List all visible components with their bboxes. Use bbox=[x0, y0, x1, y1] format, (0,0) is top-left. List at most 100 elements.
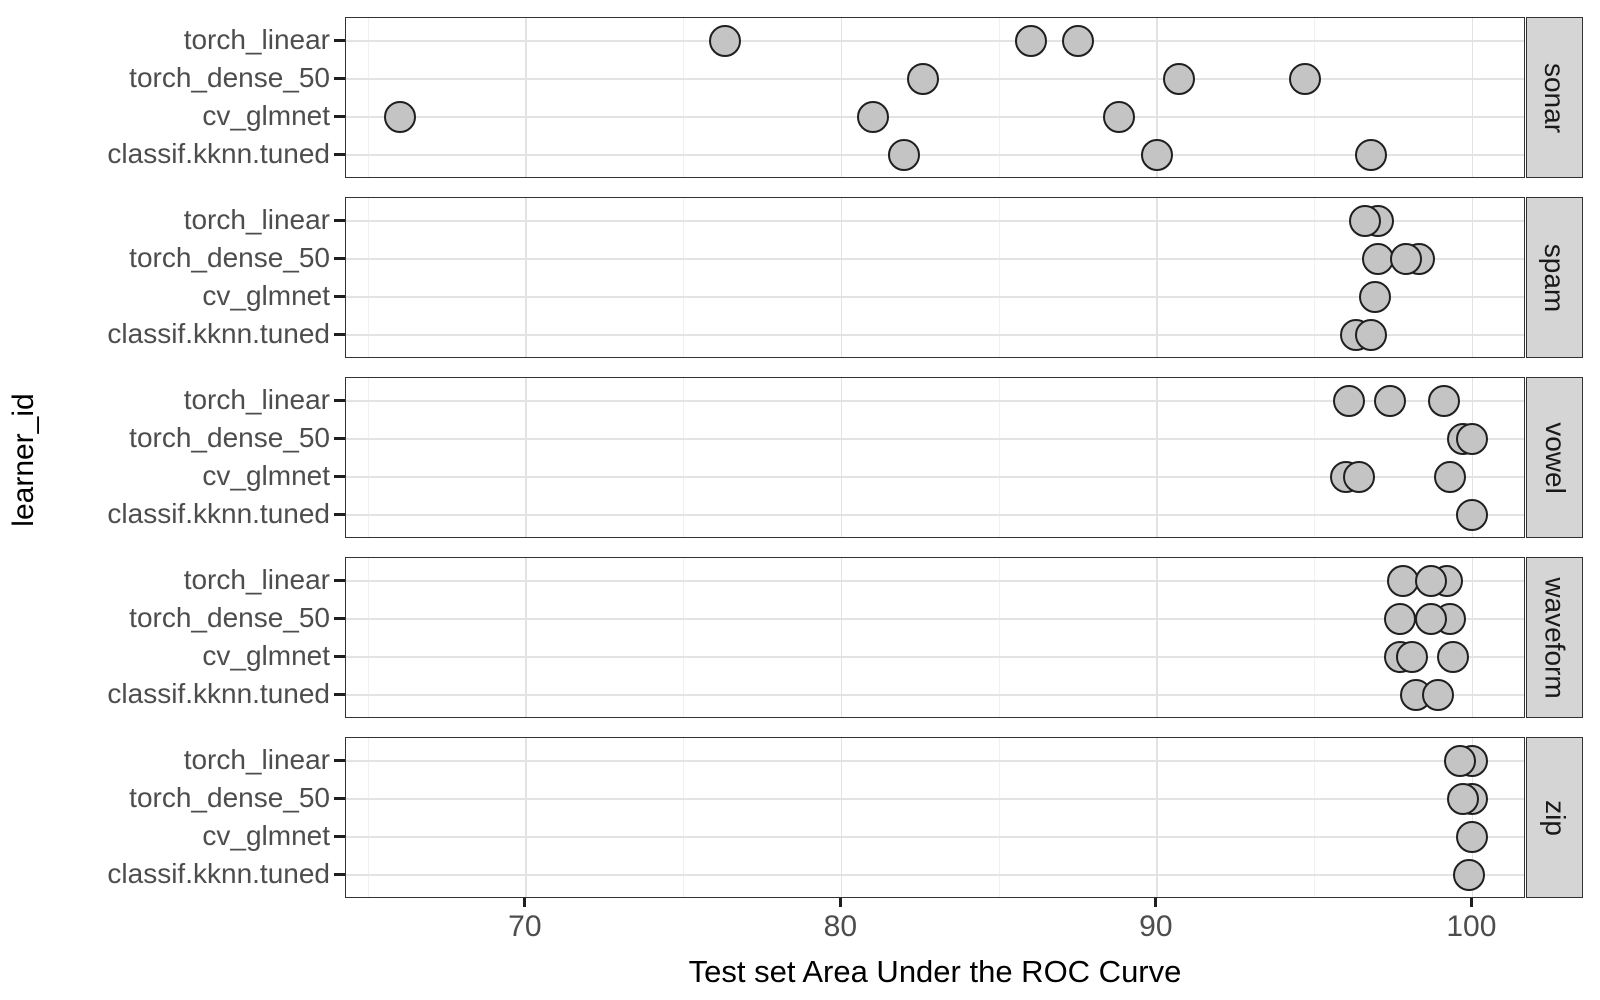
gridline-minor bbox=[683, 558, 685, 717]
gridline-major bbox=[525, 198, 527, 357]
y-tick-mark bbox=[334, 436, 345, 440]
y-tick-mark bbox=[334, 616, 345, 620]
data-point bbox=[1102, 101, 1135, 133]
y-tick-label: cv_glmnet bbox=[202, 640, 330, 671]
y-tick-mark bbox=[334, 872, 345, 876]
gridline-major bbox=[840, 558, 843, 717]
data-point bbox=[1349, 205, 1382, 237]
gridline-minor bbox=[1314, 198, 1316, 357]
gridline-major bbox=[525, 18, 527, 177]
gridline-row bbox=[346, 438, 1524, 440]
gridline-row bbox=[346, 476, 1524, 478]
gridline-row bbox=[346, 154, 1524, 156]
gridline-row bbox=[346, 836, 1524, 838]
data-point bbox=[1374, 385, 1407, 417]
gridline-major bbox=[1471, 198, 1474, 357]
data-point bbox=[1453, 859, 1486, 891]
facet-strip-label: sonar bbox=[1539, 62, 1571, 133]
x-tick-label: 70 bbox=[508, 910, 542, 943]
y-tick-mark bbox=[334, 294, 345, 298]
gridline-major bbox=[1156, 378, 1158, 537]
y-tick-label: torch_dense_50 bbox=[129, 242, 330, 273]
gridline-minor bbox=[998, 558, 1000, 717]
gridline-major bbox=[1156, 738, 1158, 897]
gridline-minor bbox=[1314, 18, 1316, 177]
facet-strip-label: waveform bbox=[1539, 576, 1571, 699]
y-tick-mark bbox=[334, 654, 345, 658]
data-point bbox=[383, 101, 416, 133]
data-point bbox=[1456, 423, 1489, 455]
data-point bbox=[1061, 25, 1094, 57]
facet-panel-waveform bbox=[345, 557, 1525, 718]
data-point bbox=[888, 139, 921, 171]
gridline-major bbox=[1471, 738, 1474, 897]
facet-strip-sonar: sonar bbox=[1526, 17, 1583, 178]
y-tick-label: classif.kknn.tuned bbox=[107, 498, 330, 529]
y-tick-label: torch_linear bbox=[183, 564, 330, 595]
data-point bbox=[1289, 63, 1322, 95]
facet-strip-waveform: waveform bbox=[1526, 557, 1583, 718]
gridline-major bbox=[840, 198, 843, 357]
facet-panel-sonar bbox=[345, 17, 1525, 178]
y-tick-label: torch_dense_50 bbox=[129, 62, 330, 93]
facet-strip-label: spam bbox=[1539, 243, 1571, 312]
gridline-row bbox=[346, 116, 1524, 118]
y-tick-mark bbox=[334, 758, 345, 762]
gridline-minor bbox=[998, 378, 1000, 537]
gridline-minor bbox=[683, 18, 685, 177]
x-axis-title: Test set Area Under the ROC Curve bbox=[688, 954, 1182, 989]
gridline-major bbox=[1471, 378, 1474, 537]
y-tick-label: torch_linear bbox=[183, 204, 330, 235]
data-point bbox=[1355, 319, 1388, 351]
y-tick-label: torch_linear bbox=[183, 744, 330, 775]
y-tick-label: cv_glmnet bbox=[202, 820, 330, 851]
x-tick-mark bbox=[523, 898, 527, 907]
gridline-major bbox=[1156, 558, 1158, 717]
gridline-minor bbox=[683, 378, 685, 537]
gridline-major bbox=[1471, 558, 1474, 717]
data-point bbox=[1333, 385, 1366, 417]
gridline-row bbox=[346, 656, 1524, 658]
data-point bbox=[1358, 281, 1391, 313]
gridline-minor bbox=[1314, 738, 1316, 897]
data-point bbox=[1443, 745, 1476, 777]
gridline-minor bbox=[367, 198, 369, 357]
gridline-major bbox=[525, 378, 527, 537]
y-tick-mark bbox=[334, 796, 345, 800]
gridline-row bbox=[346, 514, 1524, 516]
x-tick-mark bbox=[1469, 898, 1473, 907]
y-tick-mark bbox=[334, 152, 345, 156]
gridline-major bbox=[840, 18, 843, 177]
gridline-major bbox=[1471, 18, 1474, 177]
y-tick-label: classif.kknn.tuned bbox=[107, 678, 330, 709]
gridline-major bbox=[525, 558, 527, 717]
data-point bbox=[1162, 63, 1195, 95]
y-tick-label: cv_glmnet bbox=[202, 460, 330, 491]
gridline-row bbox=[346, 580, 1524, 582]
data-point bbox=[1437, 641, 1470, 673]
facet-strip-zip: zip bbox=[1526, 737, 1583, 898]
data-point bbox=[1014, 25, 1047, 57]
y-tick-mark bbox=[334, 38, 345, 42]
gridline-minor bbox=[683, 738, 685, 897]
data-point bbox=[1446, 783, 1479, 815]
gridline-row bbox=[346, 296, 1524, 298]
y-tick-mark bbox=[334, 474, 345, 478]
data-point bbox=[1390, 243, 1423, 275]
gridline-minor bbox=[1314, 378, 1316, 537]
y-tick-mark bbox=[334, 218, 345, 222]
gridline-minor bbox=[1314, 558, 1316, 717]
y-tick-mark bbox=[334, 834, 345, 838]
y-tick-mark bbox=[334, 578, 345, 582]
y-tick-mark bbox=[334, 512, 345, 516]
gridline-row bbox=[346, 798, 1524, 800]
y-tick-label: torch_dense_50 bbox=[129, 422, 330, 453]
facet-panel-zip bbox=[345, 737, 1525, 898]
gridline-minor bbox=[367, 378, 369, 537]
data-point bbox=[708, 25, 741, 57]
y-tick-label: classif.kknn.tuned bbox=[107, 318, 330, 349]
data-point bbox=[1355, 139, 1388, 171]
y-tick-label: cv_glmnet bbox=[202, 100, 330, 131]
data-point bbox=[1396, 641, 1429, 673]
facet-strip-vowel: vowel bbox=[1526, 377, 1583, 538]
